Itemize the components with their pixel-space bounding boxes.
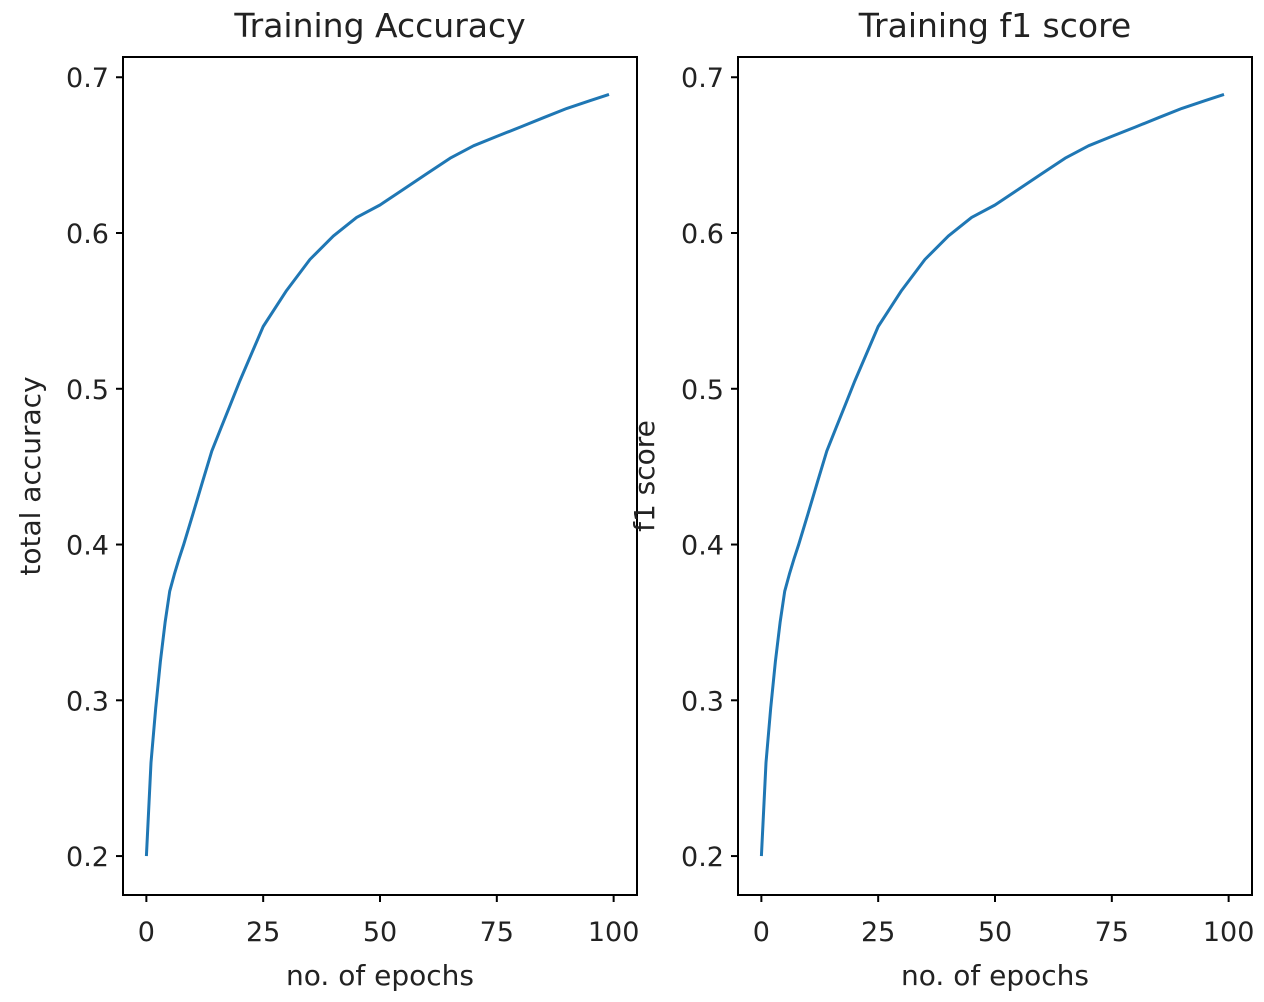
x-tick-label: 50 <box>363 917 397 948</box>
y-tick-label: 0.6 <box>681 219 724 250</box>
x-tick-label: 100 <box>1203 917 1255 948</box>
x-tick-label: 0 <box>753 917 770 948</box>
subplot-2: 0 25 50 75 100 0.2 0.3 0.4 0.5 0.6 0.7 Training f1 … <box>628 6 1255 992</box>
y-tick-label: 0.2 <box>681 842 724 873</box>
y-tick-label: 0.3 <box>681 686 724 717</box>
y-tick-label: 0.5 <box>66 375 109 406</box>
y-tick-label: 0.4 <box>66 531 109 562</box>
y-tick-label: 0.7 <box>66 63 109 94</box>
axes-frame <box>122 56 638 896</box>
x-tick-label: 75 <box>480 917 514 948</box>
y-tick-label: 0.5 <box>681 375 724 406</box>
y-tick-label: 0.7 <box>681 63 724 94</box>
x-tick-label: 50 <box>978 917 1012 948</box>
y-axis-label: total accuracy <box>14 376 47 575</box>
y-tick-label: 0.6 <box>66 219 109 250</box>
x-tick-label: 25 <box>861 917 895 948</box>
y-axis-label: f1 score <box>628 420 661 532</box>
x-tick-label: 25 <box>246 917 280 948</box>
data-line <box>759 92 1225 857</box>
x-tick-label: 75 <box>1095 917 1129 948</box>
y-tick-label: 0.2 <box>66 842 109 873</box>
axes-frame <box>737 56 1253 896</box>
y-tick-label: 0.3 <box>66 686 109 717</box>
subplot-1: 0 25 50 75 100 0.2 0.3 0.4 0.5 0.6 0.7 Training Acc… <box>14 6 640 992</box>
x-tick-label: 0 <box>138 917 155 948</box>
x-tick-label: 100 <box>588 917 640 948</box>
x-axis-label: no. of epochs <box>901 959 1089 992</box>
data-line <box>144 92 610 857</box>
chart-title: Training f1 score <box>858 6 1131 45</box>
y-tick-label: 0.4 <box>681 531 724 562</box>
chart-title: Training Accuracy <box>233 6 525 45</box>
x-axis-label: no. of epochs <box>286 959 474 992</box>
